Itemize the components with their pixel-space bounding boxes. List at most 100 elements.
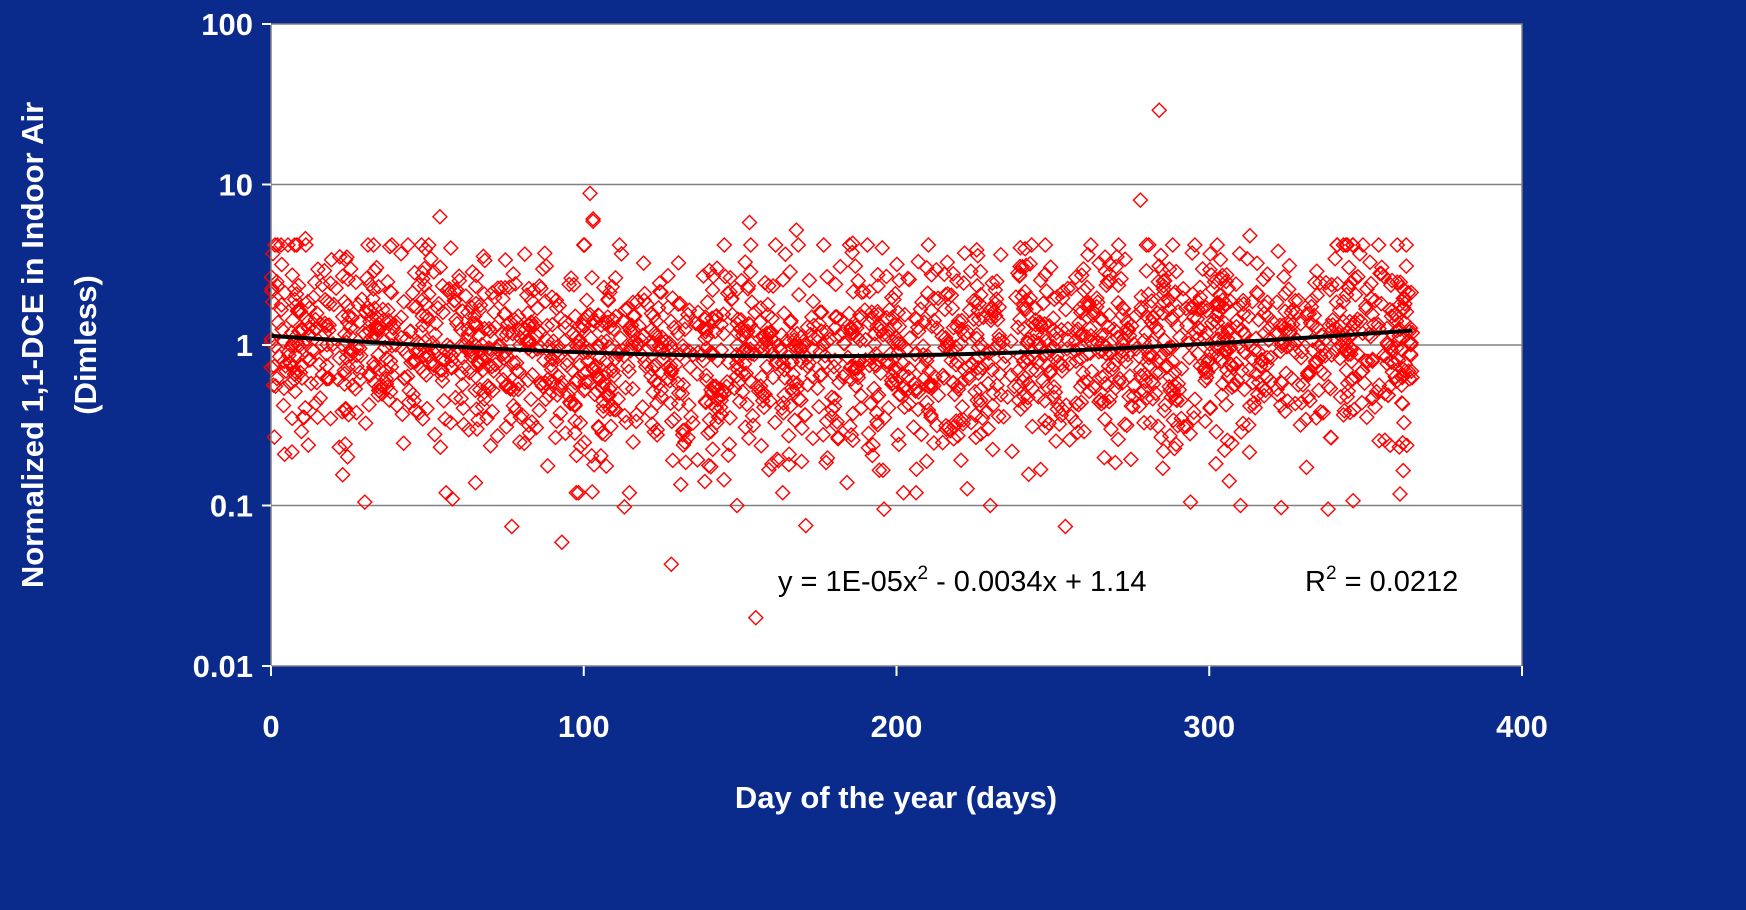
data-point	[709, 391, 726, 408]
data-point	[1099, 273, 1116, 290]
data-point	[920, 237, 937, 253]
data-point	[984, 362, 1001, 378]
data-point	[316, 315, 333, 332]
data-point	[548, 292, 565, 309]
data-point	[266, 358, 283, 375]
data-point	[1099, 377, 1116, 394]
data-point	[1015, 353, 1032, 370]
data-point	[704, 441, 721, 458]
data-point	[790, 237, 807, 253]
data-point	[1010, 392, 1027, 409]
data-point	[1364, 306, 1381, 323]
data-point	[648, 313, 665, 330]
data-point	[624, 380, 641, 397]
data-point	[1308, 409, 1325, 426]
data-point	[1037, 419, 1054, 436]
data-point	[1123, 398, 1140, 414]
data-point	[547, 429, 564, 446]
data-point	[565, 276, 582, 293]
data-point	[723, 291, 740, 308]
data-point	[516, 435, 533, 452]
data-point	[453, 365, 470, 382]
data-point	[936, 301, 953, 318]
data-point	[454, 376, 471, 393]
data-point	[408, 299, 425, 315]
data-point	[1221, 340, 1238, 357]
data-point	[739, 323, 756, 340]
data-point	[553, 534, 570, 551]
data-point	[1207, 455, 1224, 472]
data-point	[937, 329, 954, 346]
data-point	[1247, 399, 1264, 416]
data-point	[463, 348, 480, 365]
data-point	[532, 280, 549, 297]
data-point	[510, 381, 527, 398]
data-point	[865, 436, 881, 453]
data-point	[448, 311, 464, 328]
data-point	[275, 397, 292, 414]
data-point	[774, 484, 791, 501]
data-point	[1075, 374, 1092, 391]
data-point	[806, 330, 823, 347]
data-point	[811, 315, 827, 332]
data-point	[792, 392, 809, 409]
data-point	[322, 410, 339, 427]
data-point	[869, 318, 885, 335]
data-point	[1209, 237, 1226, 253]
data-point	[505, 397, 522, 414]
data-point	[1203, 315, 1220, 331]
data-point	[1166, 440, 1183, 457]
data-point	[1382, 437, 1399, 454]
data-point	[818, 454, 835, 471]
data-point	[801, 354, 818, 371]
data-point	[611, 237, 628, 253]
data-point	[1262, 373, 1279, 390]
data-point	[321, 317, 338, 334]
axes: 0.01 0.1 1 10 100 0 100 200 300 400	[193, 7, 1548, 744]
data-point	[1115, 300, 1132, 317]
data-point	[982, 301, 999, 318]
data-point	[457, 288, 474, 305]
data-point	[1041, 415, 1057, 432]
data-point	[456, 359, 473, 375]
data-point	[498, 378, 515, 395]
data-point	[857, 331, 874, 348]
data-point	[1292, 417, 1309, 433]
data-point	[689, 365, 706, 382]
data-point	[1233, 424, 1250, 440]
data-point	[1139, 389, 1156, 406]
data-point	[888, 256, 905, 273]
data-point	[1220, 368, 1237, 385]
data-point	[1036, 392, 1053, 409]
data-point	[908, 484, 925, 501]
data-point	[783, 353, 800, 370]
data-point	[365, 281, 382, 297]
data-point	[1273, 338, 1290, 355]
data-point	[532, 339, 549, 356]
data-point	[965, 311, 982, 328]
data-point	[1381, 378, 1398, 395]
data-point	[1010, 319, 1026, 336]
data-point	[736, 323, 753, 339]
data-point	[1105, 321, 1122, 338]
data-point	[520, 417, 537, 434]
data-point	[928, 261, 945, 278]
data-point	[984, 441, 1001, 458]
data-point	[1210, 303, 1227, 320]
data-point	[319, 293, 336, 310]
data-point	[670, 375, 686, 392]
data-point	[1173, 410, 1190, 427]
data-point	[827, 276, 844, 293]
data-point	[492, 337, 508, 354]
data-point	[793, 453, 810, 470]
data-point	[1393, 279, 1410, 296]
data-point	[959, 480, 976, 497]
data-point	[400, 394, 417, 411]
data-point	[1197, 298, 1214, 315]
data-point	[716, 471, 732, 488]
data-point	[1190, 345, 1206, 362]
data-point	[416, 260, 433, 277]
data-point	[1142, 298, 1159, 315]
data-point	[1329, 276, 1346, 292]
data-point	[1344, 325, 1361, 342]
